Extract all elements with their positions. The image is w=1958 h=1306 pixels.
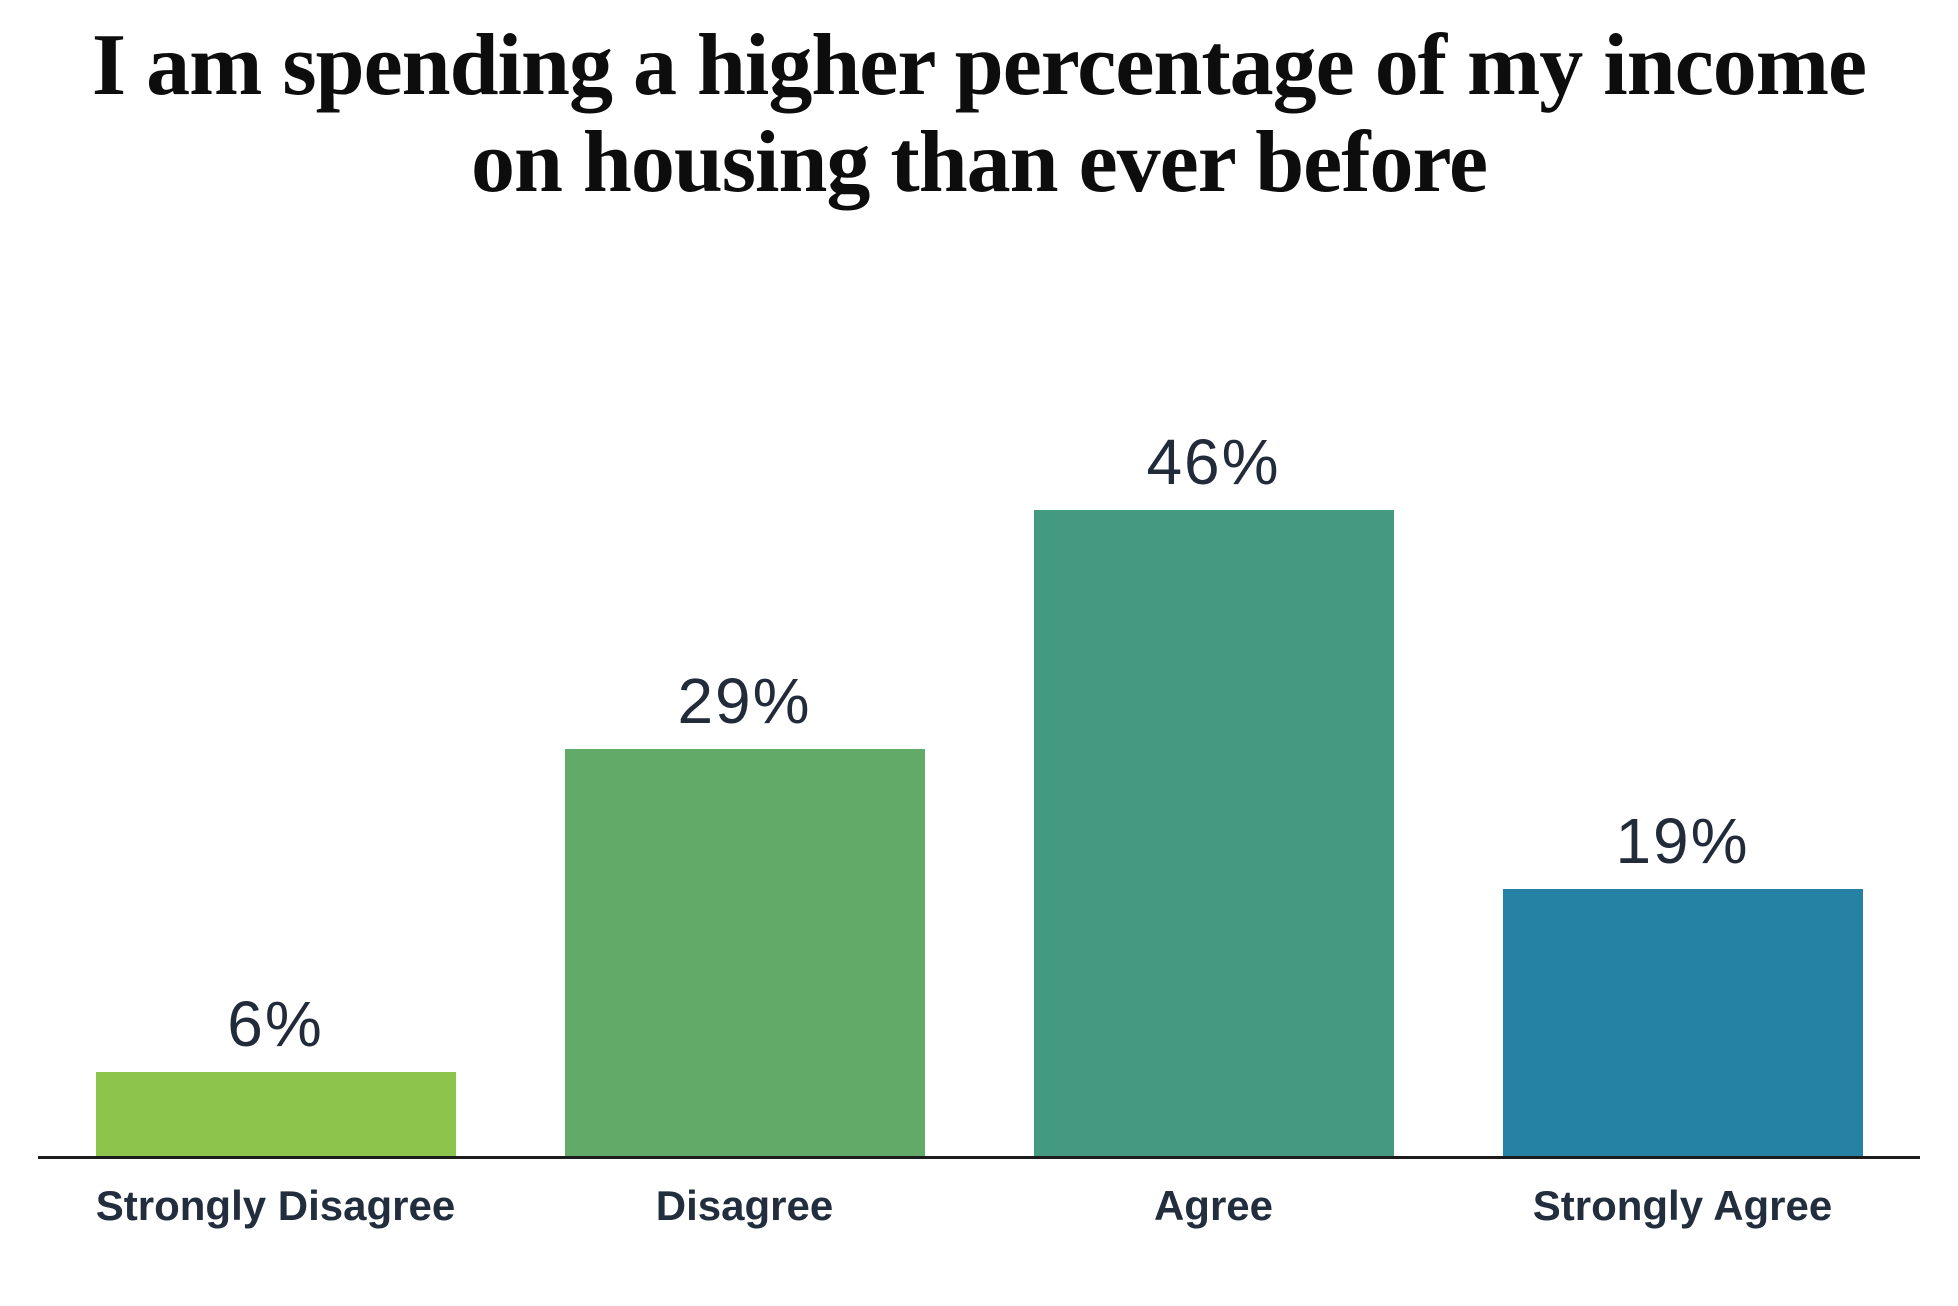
bar-column: 29%	[564, 664, 925, 1156]
chart-title-line-2: on housing than ever before	[470, 113, 1488, 211]
x-axis-line	[38, 1155, 1920, 1159]
bars-row: 6% 29% 46% 19%	[0, 412, 1958, 1156]
category-label: Agree	[1153, 1181, 1274, 1229]
bar-value-label: 29%	[677, 664, 812, 737]
bar-chart: 6% 29% 46% 19% Strongly Disagree Disagree Agr…	[0, 412, 1958, 1229]
category-labels-row: Strongly Disagree Disagree Agree Strongly A…	[0, 1181, 1958, 1229]
bar-column: 19%	[1502, 804, 1863, 1156]
bar-column: 46%	[1033, 425, 1394, 1156]
category-label: Strongly Disagree	[95, 1181, 456, 1229]
category-label: Disagree	[655, 1181, 834, 1229]
bar-column: 6%	[95, 987, 456, 1156]
bar	[1502, 888, 1863, 1156]
bar-value-label: 19%	[1615, 804, 1750, 877]
chart-title: I am spending a higher percentage of my …	[0, 17, 1958, 212]
bar-value-label: 6%	[227, 987, 324, 1060]
bar	[95, 1071, 456, 1156]
chart-title-line-1: I am spending a higher percentage of my …	[91, 17, 1867, 114]
bar-value-label: 46%	[1146, 425, 1281, 498]
bar	[1033, 509, 1394, 1156]
bar	[564, 748, 925, 1156]
category-label: Strongly Agree	[1532, 1181, 1833, 1229]
